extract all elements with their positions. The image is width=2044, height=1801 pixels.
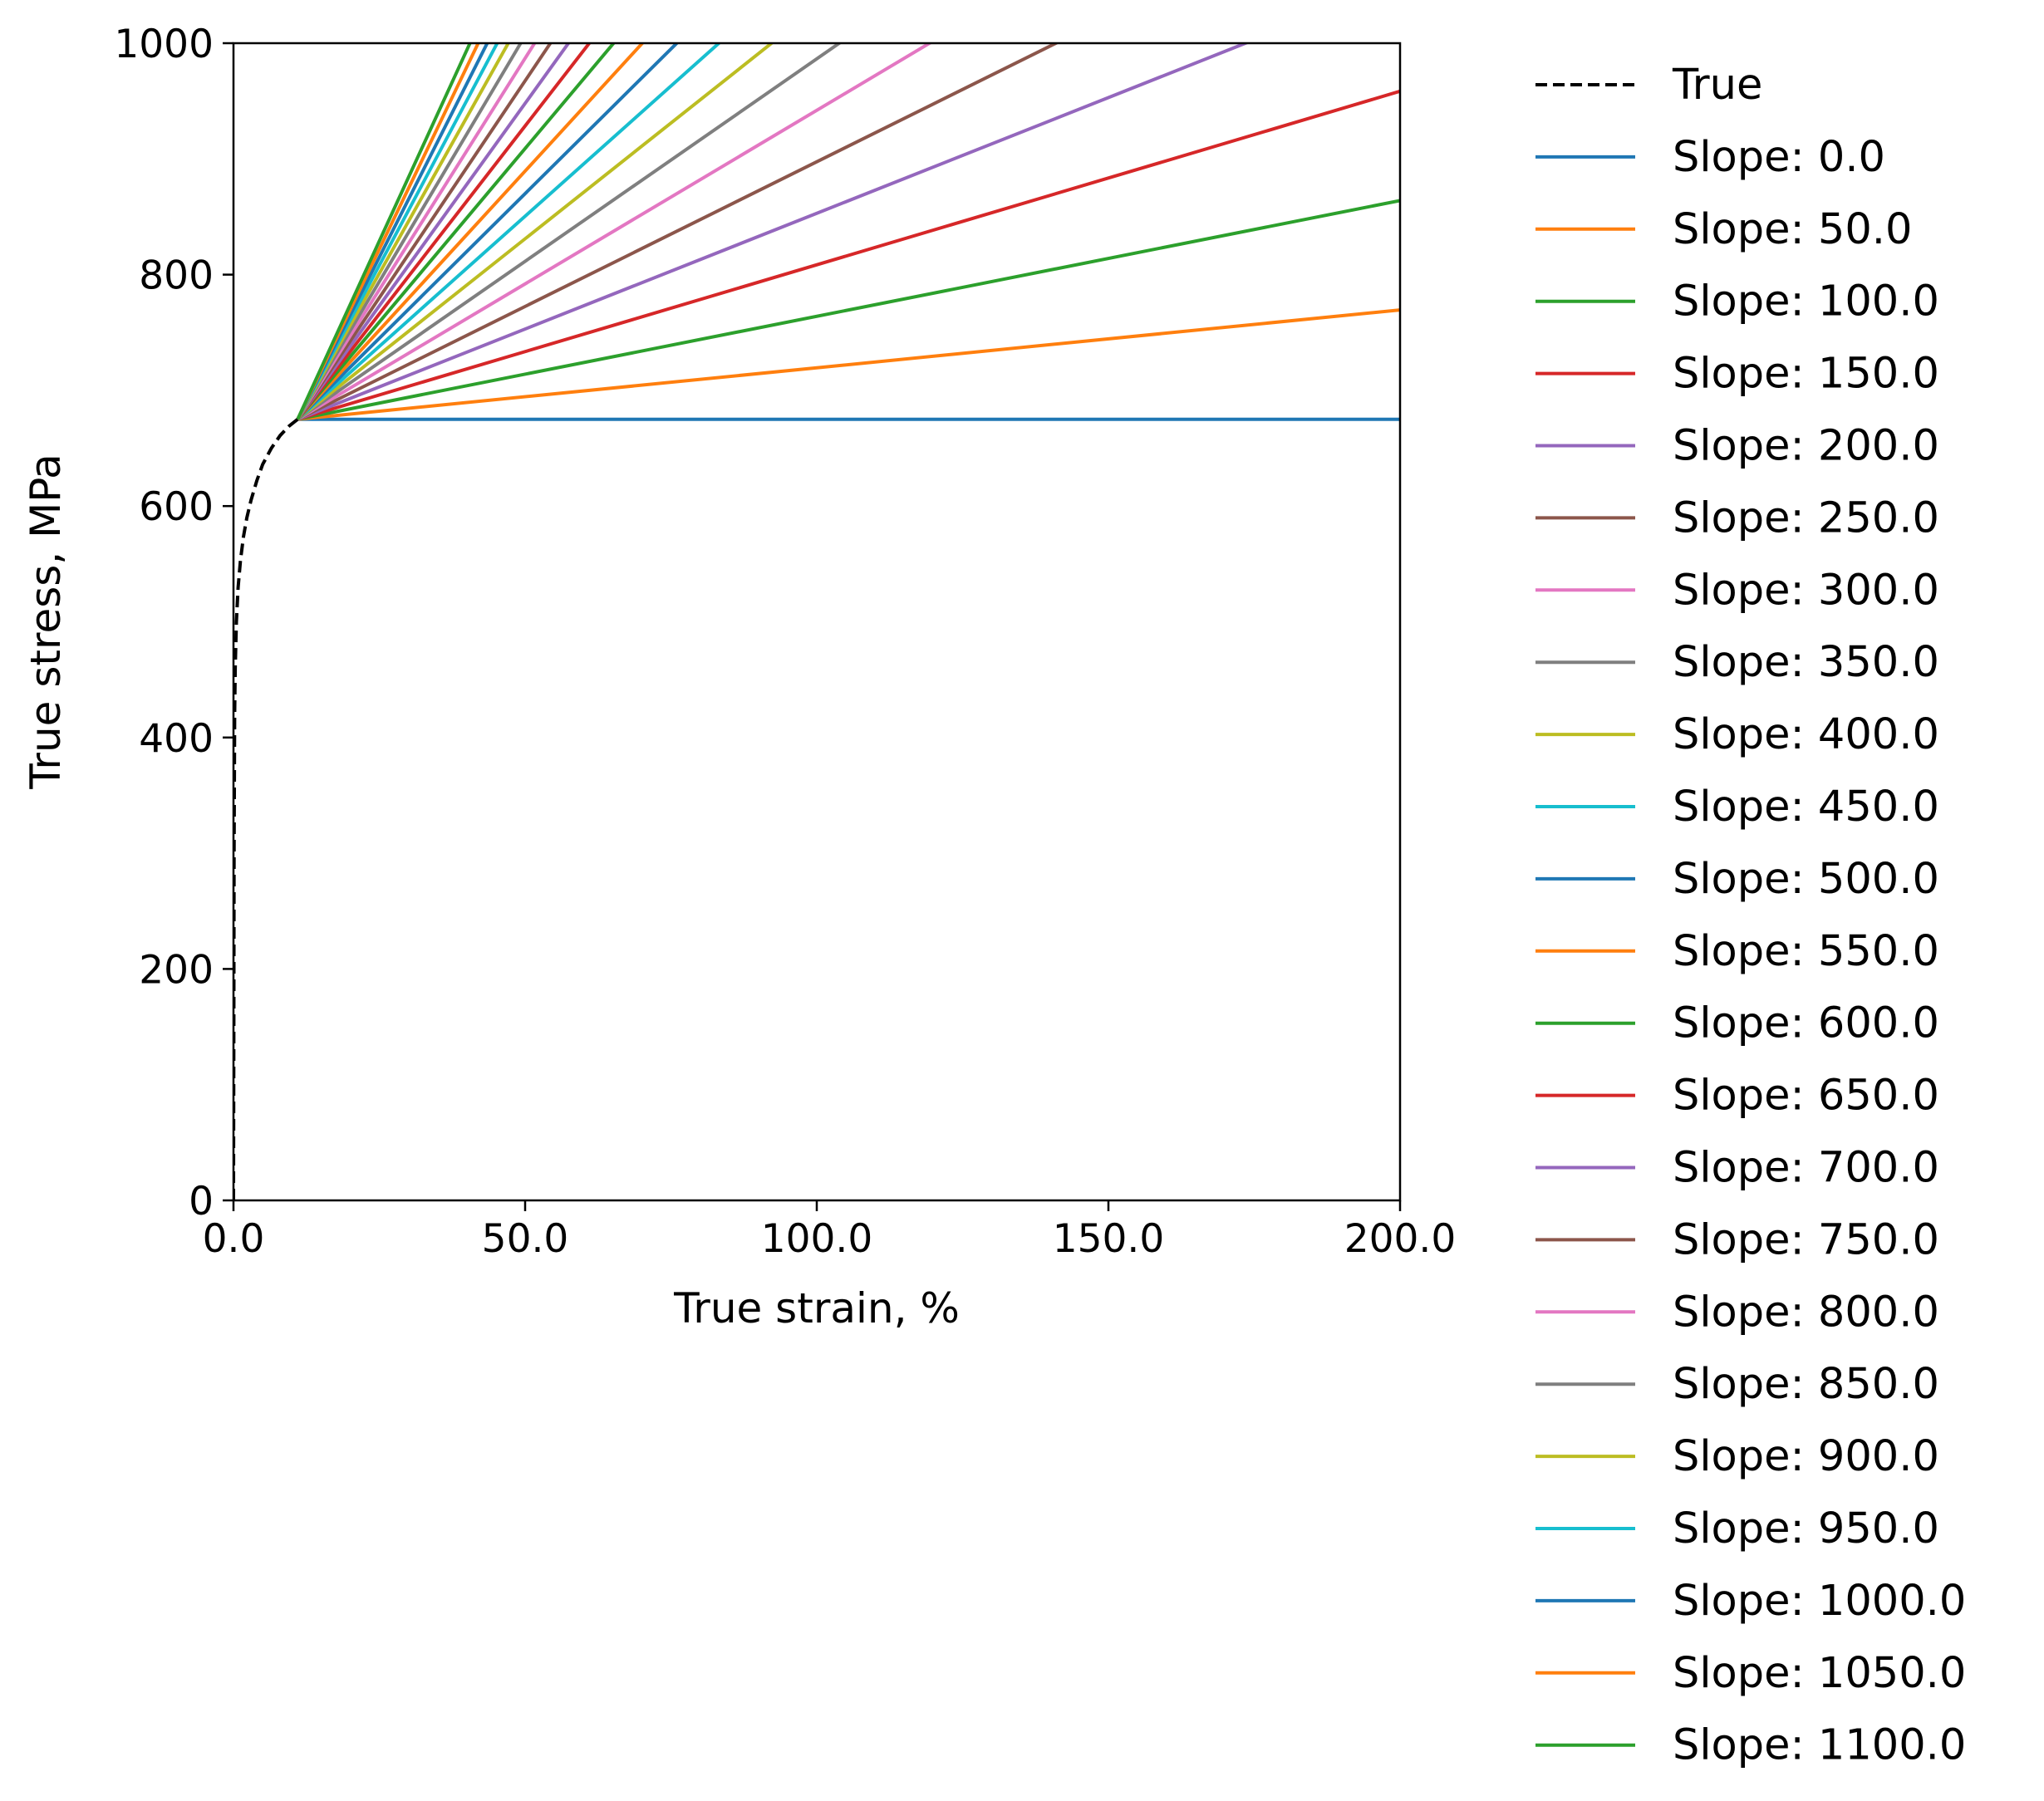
legend-label-slope-450: Slope: 450.0 <box>1673 783 1939 832</box>
series-line-slope-200 <box>297 43 1250 421</box>
series-line-slope-800 <box>296 43 537 420</box>
legend-label-slope-650: Slope: 650.0 <box>1673 1072 1939 1121</box>
legend-label-slope-400: Slope: 400.0 <box>1673 710 1939 759</box>
x-tick-label: 200.0 <box>1344 1216 1457 1262</box>
legend-label-slope-950: Slope: 950.0 <box>1673 1504 1939 1553</box>
series-line-slope-750 <box>296 43 553 420</box>
legend-label-slope-250: Slope: 250.0 <box>1673 493 1939 542</box>
series-line-slope-700 <box>296 43 571 420</box>
legend-label-slope-1000: Slope: 1000.0 <box>1673 1577 1966 1626</box>
series-line-slope-300 <box>297 43 933 421</box>
legend-label-slope-800: Slope: 800.0 <box>1673 1288 1939 1337</box>
legend-label-true: True <box>1672 61 1762 110</box>
series-line-slope-850 <box>296 43 523 420</box>
legend-label-slope-550: Slope: 550.0 <box>1673 927 1939 976</box>
legend-label-slope-100: Slope: 100.0 <box>1673 277 1939 326</box>
legend: True Slope: 0.0 Slope: 50.0 Slope: 100.0 Slo… <box>1535 61 1966 1770</box>
y-tick-label: 1000 <box>114 22 214 67</box>
legend-label-slope-750: Slope: 750.0 <box>1673 1215 1939 1264</box>
series-line-slope-250 <box>297 43 1060 421</box>
legend-label-slope-0: Slope: 0.0 <box>1673 133 1885 182</box>
x-tick-label: 100.0 <box>761 1216 873 1262</box>
x-axis-label: True strain, % <box>673 1284 960 1332</box>
series-line-slope-100 <box>297 199 1400 421</box>
series-line-slope-950 <box>296 43 499 420</box>
legend-label-slope-1050: Slope: 1050.0 <box>1673 1649 1966 1698</box>
legend-label-slope-850: Slope: 850.0 <box>1673 1360 1939 1409</box>
legend-label-slope-1100: Slope: 1100.0 <box>1673 1721 1966 1770</box>
legend-label-slope-700: Slope: 700.0 <box>1673 1144 1939 1193</box>
y-tick-label: 200 <box>139 947 214 993</box>
x-axis: 0.0 50.0 100.0 150.0 200.0 <box>203 1200 1457 1262</box>
series-line-slope-150 <box>297 89 1400 421</box>
series-line-slope-550 <box>296 43 645 421</box>
series-line-slope-350 <box>297 43 843 421</box>
series-line-slope-50 <box>297 308 1400 421</box>
series-line-slope-400 <box>296 43 774 421</box>
y-axis: 0 200 400 600 800 1000 <box>114 22 233 1224</box>
legend-label-slope-900: Slope: 900.0 <box>1673 1432 1939 1481</box>
plot-lines <box>233 43 1400 1200</box>
series-line-slope-600 <box>296 43 617 421</box>
series-line-slope-1000 <box>296 43 489 420</box>
series-line-slope-500 <box>296 43 680 421</box>
series-line-slope-650 <box>296 43 592 420</box>
x-tick-label: 0.0 <box>203 1216 265 1262</box>
legend-label-slope-150: Slope: 150.0 <box>1673 350 1939 399</box>
y-tick-label: 400 <box>139 716 214 762</box>
y-tick-label: 600 <box>139 484 214 530</box>
legend-label-slope-350: Slope: 350.0 <box>1673 638 1939 687</box>
x-tick-label: 50.0 <box>482 1216 569 1262</box>
series-line-slope-900 <box>296 43 511 420</box>
y-tick-label: 0 <box>189 1179 214 1224</box>
legend-label-slope-200: Slope: 200.0 <box>1673 422 1939 471</box>
y-tick-label: 800 <box>139 253 214 299</box>
legend-label-slope-300: Slope: 300.0 <box>1673 566 1939 615</box>
legend-label-slope-50: Slope: 50.0 <box>1673 205 1912 254</box>
legend-label-slope-600: Slope: 600.0 <box>1673 999 1939 1048</box>
series-line-slope-450 <box>296 43 722 421</box>
x-tick-label: 150.0 <box>1053 1216 1165 1262</box>
y-axis-label: True stress, MPa <box>22 454 70 790</box>
legend-label-slope-500: Slope: 500.0 <box>1673 855 1939 904</box>
